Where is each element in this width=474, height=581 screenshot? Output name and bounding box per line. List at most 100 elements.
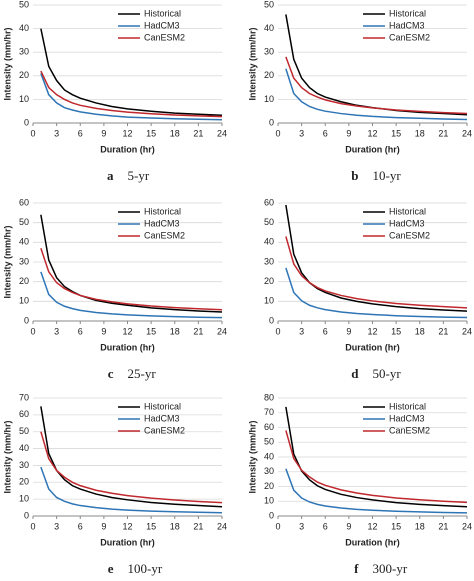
legend-label: Historical — [389, 401, 426, 411]
x-tick-label: 21 — [438, 128, 448, 138]
x-tick-label: 3 — [54, 521, 59, 531]
x-tick-label: 0 — [30, 521, 35, 531]
x-tick-label: 0 — [30, 128, 35, 138]
y-tick-label: 30 — [264, 47, 274, 57]
x-tick-label: 21 — [193, 128, 203, 138]
y-tick-label: 10 — [19, 296, 29, 306]
x-tick-label: 18 — [415, 326, 425, 336]
x-tick-label: 15 — [391, 128, 401, 138]
series-line — [40, 28, 223, 116]
x-tick-label: 24 — [462, 326, 472, 336]
x-tick-label: 21 — [438, 326, 448, 336]
y-tick-label: 50 — [19, 426, 29, 436]
legend-label: HadCM3 — [389, 413, 425, 423]
x-tick-label: 18 — [170, 326, 180, 336]
legend-label: Historical — [144, 401, 181, 411]
x-tick-label: 6 — [323, 128, 328, 138]
panel-title: 10-yr — [373, 168, 402, 183]
x-tick-label: 21 — [193, 326, 203, 336]
y-axis-label: Intensity (mm/hr) — [247, 27, 257, 100]
x-tick-label: 15 — [391, 326, 401, 336]
y-tick-label: 50 — [264, 217, 274, 227]
x-tick-label: 18 — [415, 521, 425, 531]
x-axis-label: Duration (hr) — [100, 342, 155, 352]
y-tick-label: 20 — [19, 70, 29, 80]
legend-label: Historical — [144, 8, 181, 18]
y-tick-label: 0 — [269, 117, 274, 127]
y-tick-label: 70 — [264, 407, 274, 417]
y-tick-label: 40 — [19, 23, 29, 33]
x-tick-label: 24 — [462, 521, 472, 531]
panel-title: 25-yr — [128, 366, 157, 381]
y-tick-label: 60 — [264, 197, 274, 207]
x-tick-label: 15 — [391, 521, 401, 531]
x-tick-label: 12 — [122, 128, 132, 138]
panel-title: 5-yr — [128, 168, 150, 183]
x-tick-label: 3 — [299, 521, 304, 531]
series-line — [40, 70, 223, 118]
y-tick-label: 60 — [19, 197, 29, 207]
panel-label: d — [351, 366, 359, 381]
y-tick-label: 70 — [19, 392, 29, 402]
y-tick-label: 0 — [24, 117, 29, 127]
x-tick-label: 12 — [367, 521, 377, 531]
series-line — [285, 267, 468, 319]
legend-label: Historical — [389, 206, 426, 216]
panel-title: 300-yr — [373, 561, 408, 576]
y-tick-label: 10 — [264, 296, 274, 306]
series-line — [285, 56, 468, 115]
x-tick-label: 0 — [30, 326, 35, 336]
y-tick-label: 10 — [19, 494, 29, 504]
y-tick-label: 20 — [19, 477, 29, 487]
series-line — [40, 247, 223, 311]
x-tick-label: 9 — [101, 128, 106, 138]
y-tick-label: 10 — [264, 94, 274, 104]
panel-label: a — [107, 168, 114, 183]
x-tick-label: 15 — [146, 128, 156, 138]
y-tick-label: 30 — [264, 466, 274, 476]
legend-label: HadCM3 — [144, 413, 180, 423]
y-tick-label: 30 — [19, 47, 29, 57]
panel-title: 50-yr — [373, 366, 402, 381]
y-axis-label: Intensity (mm/hr) — [2, 27, 12, 100]
x-axis-label: Duration (hr) — [345, 144, 400, 154]
panel-label: b — [351, 168, 358, 183]
x-tick-label: 0 — [275, 128, 280, 138]
x-tick-label: 21 — [438, 521, 448, 531]
x-tick-label: 0 — [275, 521, 280, 531]
x-axis-label: Duration (hr) — [100, 144, 155, 154]
y-tick-label: 80 — [264, 392, 274, 402]
y-tick-label: 20 — [264, 481, 274, 491]
legend-label: CanESM2 — [389, 230, 430, 240]
x-tick-label: 24 — [217, 521, 227, 531]
legend-label: CanESM2 — [389, 425, 430, 435]
y-tick-label: 30 — [264, 256, 274, 266]
x-tick-label: 3 — [54, 128, 59, 138]
legend-label: CanESM2 — [389, 32, 430, 42]
y-tick-label: 10 — [19, 94, 29, 104]
legend-label: HadCM3 — [144, 218, 180, 228]
series-line — [40, 466, 223, 514]
series-line — [285, 68, 468, 121]
y-tick-label: 50 — [19, 0, 29, 9]
x-tick-label: 9 — [346, 326, 351, 336]
series-line — [285, 430, 468, 504]
x-tick-label: 6 — [323, 326, 328, 336]
y-tick-label: 30 — [19, 256, 29, 266]
y-tick-label: 20 — [19, 276, 29, 286]
y-tick-label: 40 — [264, 23, 274, 33]
y-tick-label: 40 — [19, 237, 29, 247]
x-tick-label: 6 — [323, 521, 328, 531]
series-line — [285, 236, 468, 309]
x-tick-label: 0 — [275, 326, 280, 336]
x-tick-label: 6 — [78, 521, 83, 531]
y-tick-label: 60 — [19, 409, 29, 419]
legend-label: CanESM2 — [144, 32, 185, 42]
x-tick-label: 12 — [122, 521, 132, 531]
legend-label: CanESM2 — [144, 230, 185, 240]
panel-label: e — [108, 561, 114, 576]
y-tick-label: 40 — [264, 237, 274, 247]
x-tick-label: 9 — [101, 326, 106, 336]
y-axis-label: Intensity (mm/hr) — [2, 225, 12, 298]
